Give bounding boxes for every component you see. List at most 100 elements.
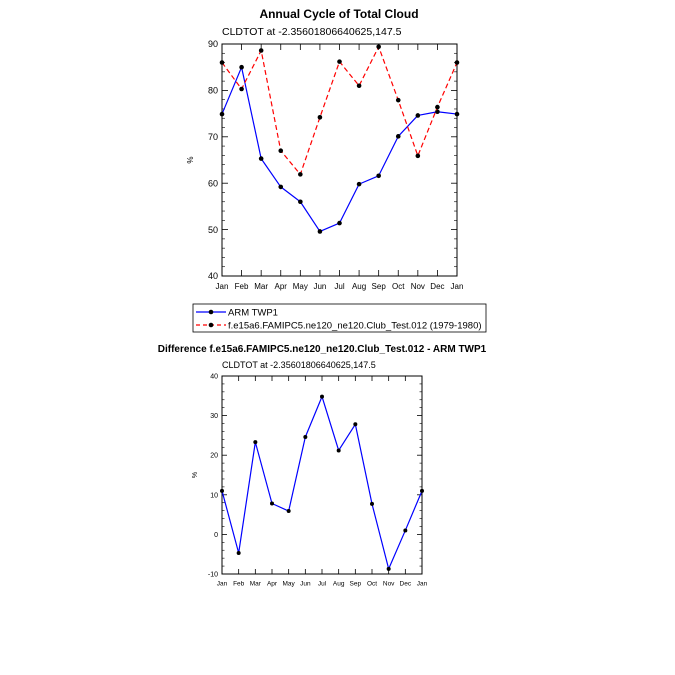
y-tick-label: 20 (210, 453, 218, 460)
data-point (337, 59, 342, 64)
data-point (454, 111, 460, 117)
x-tick-label: Jun (313, 282, 326, 291)
y-axis-label: % (192, 472, 199, 478)
x-tick-label: Jan (417, 581, 428, 588)
data-point (337, 220, 342, 226)
data-point (395, 97, 401, 103)
data-point (253, 440, 258, 445)
plot-area: Jan Feb Mar Apr May Jun Jul Aug Sep Oct Nov Dec Jan4… (208, 39, 463, 291)
data-point (219, 60, 225, 65)
data-point (370, 501, 374, 506)
data-point (258, 156, 264, 161)
data-point (336, 448, 341, 453)
data-point (435, 104, 440, 110)
data-point (258, 48, 264, 53)
data-point (356, 83, 362, 89)
y-tick-label: 10 (210, 492, 218, 499)
plot-frame (221, 375, 423, 575)
y-tick-label: 50 (208, 225, 218, 235)
y-tick-label: 90 (208, 39, 218, 49)
data-point (317, 115, 323, 120)
x-tick-label: Sep (372, 282, 387, 291)
x-tick-label: Dec (430, 282, 444, 291)
data-point (353, 422, 358, 427)
x-tick-label: Jul (318, 581, 327, 588)
data-point (219, 111, 225, 117)
x-tick-label: Apr (267, 581, 278, 588)
legend-marker-model (208, 322, 214, 328)
legend-label-arm: ARM TWP1 (228, 308, 278, 319)
data-point (270, 501, 274, 506)
y-tick-label: 70 (208, 132, 218, 142)
data-point (376, 173, 381, 179)
x-tick-label: Sep (350, 581, 362, 588)
x-tick-label: Oct (367, 581, 377, 588)
data-point (278, 148, 284, 154)
data-point (298, 199, 303, 205)
x-tick-label: May (283, 581, 296, 588)
data-point (386, 566, 391, 571)
x-tick-label: Feb (235, 282, 249, 291)
x-tick-label: Jan (451, 282, 464, 291)
y-tick-label: 0 (214, 532, 218, 539)
data-point (415, 153, 421, 159)
data-point (278, 184, 284, 190)
legend-marker-arm (208, 309, 214, 315)
data-point (239, 64, 244, 70)
data-point (415, 113, 421, 118)
chart-title: Difference f.e15a6.FAMIPC5.ne120_ne120.C… (158, 344, 487, 355)
plot-frame (221, 43, 458, 277)
x-tick-label: Nov (411, 282, 425, 291)
data-point (356, 181, 362, 187)
x-tick-label: Jan (217, 581, 228, 588)
x-tick-label: Feb (233, 581, 245, 588)
y-tick-label: 30 (210, 413, 218, 420)
data-point (298, 172, 303, 177)
x-tick-label: Nov (383, 581, 395, 588)
legend-box (192, 303, 487, 333)
annual-cycle-chart: Annual Cycle of Total Cloud CLDTOT at -2… (186, 7, 463, 291)
y-tick-label: 60 (208, 178, 218, 188)
data-point (435, 109, 440, 115)
data-point (317, 229, 323, 234)
x-tick-label: Aug (352, 282, 366, 291)
x-tick-label: Jun (300, 581, 311, 588)
data-point (395, 134, 401, 139)
data-point (376, 44, 381, 50)
data-point (303, 434, 308, 439)
series-line-0 (221, 66, 458, 233)
y-tick-label: 40 (210, 373, 218, 380)
data-point (239, 86, 244, 92)
legend: ARM TWP1 f.e15a6.FAMIPC5.ne120_ne120.Clu… (192, 303, 487, 333)
y-tick-label: 40 (208, 271, 218, 281)
x-tick-label: Mar (250, 581, 262, 588)
y-tick-label: -10 (208, 571, 218, 578)
chart-title: Annual Cycle of Total Cloud (259, 7, 418, 21)
data-point (403, 528, 408, 533)
chart-subtitle: CLDTOT at -2.35601806640625,147.5 (222, 26, 402, 38)
x-tick-label: Oct (392, 282, 405, 291)
data-point (420, 488, 424, 493)
data-point (220, 488, 224, 493)
data-point (286, 509, 291, 514)
data-point (236, 551, 241, 556)
difference-chart: Difference f.e15a6.FAMIPC5.ne120_ne120.C… (158, 344, 487, 588)
legend-entry-model: f.e15a6.FAMIPC5.ne120_ne120.Club_Test.01… (196, 321, 482, 332)
data-point (320, 394, 324, 399)
plot-area: Jan Feb Mar Apr May Jun Jul Aug Sep Oct Nov Dec Jan -… (208, 373, 428, 587)
x-tick-label: Mar (254, 282, 268, 291)
legend-label-model: f.e15a6.FAMIPC5.ne120_ne120.Club_Test.01… (228, 321, 482, 332)
y-tick-label: 80 (208, 86, 218, 96)
x-tick-label: May (293, 282, 308, 291)
y-axis-label: % (186, 156, 195, 163)
x-tick-label: Jan (216, 282, 229, 291)
x-tick-label: Aug (333, 581, 345, 588)
legend-entry-arm: ARM TWP1 (196, 308, 278, 319)
x-tick-label: Jul (334, 282, 344, 291)
series-line-0 (221, 395, 423, 570)
series-line-1 (221, 46, 458, 175)
x-tick-label: Apr (275, 282, 288, 291)
chart-subtitle: CLDTOT at -2.35601806640625,147.5 (222, 360, 376, 370)
x-tick-label: Dec (400, 581, 412, 588)
